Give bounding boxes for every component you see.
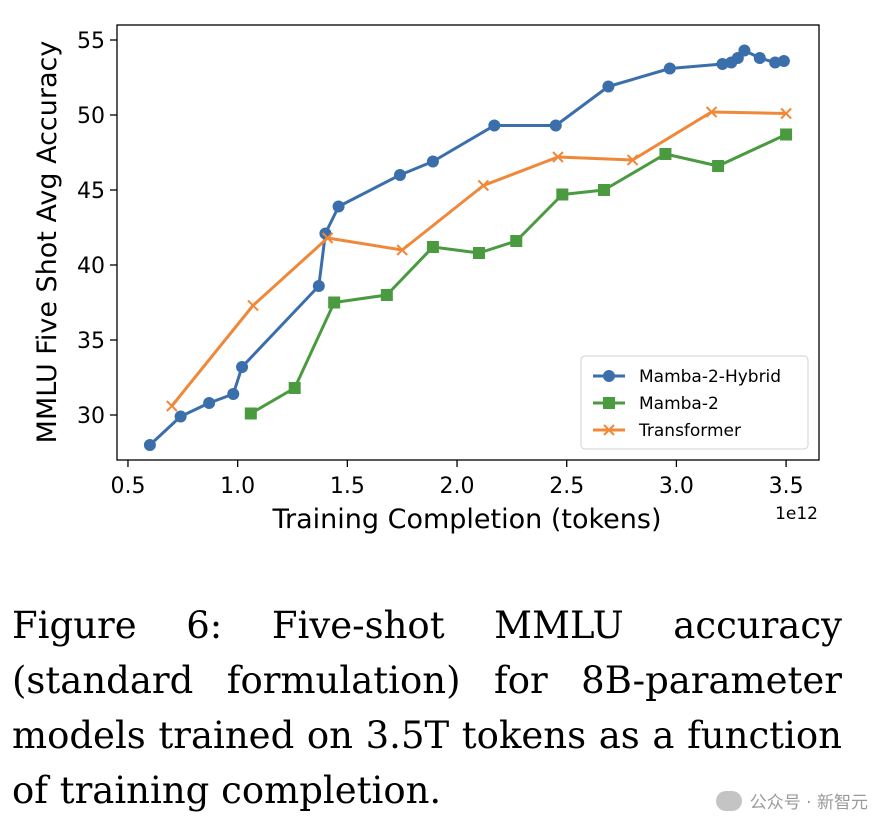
- data-point-mamba-2-hybrid: [236, 361, 249, 373]
- series-transformer: [166, 106, 792, 412]
- x-marker-stroke: [396, 244, 408, 256]
- plot-frame: [116, 24, 820, 461]
- data-point-mamba-2: [244, 407, 257, 420]
- x-marker-stroke: [247, 299, 259, 312]
- legend-box: [580, 355, 809, 450]
- data-point-transformer: [780, 107, 792, 120]
- legend: Mamba-2-Hybrid Mamba-2 Transformer: [580, 355, 809, 450]
- data-point-mamba-2: [712, 160, 725, 172]
- figure-caption: Figure 6: Five-shot MMLU accuracy (stand…: [12, 604, 842, 812]
- data-point-mamba-2-hybrid: [731, 52, 744, 64]
- data-point-transformer: [396, 244, 408, 256]
- data-point-mamba-2: [426, 241, 439, 253]
- x-axis-label: Training Completion (tokens): [272, 504, 662, 535]
- plot-area: [116, 24, 820, 461]
- x-axis-offset-label: 1e12: [775, 504, 818, 524]
- data-point-mamba-2-hybrid: [203, 397, 216, 409]
- legend-label: Mamba-2: [639, 394, 719, 414]
- data-point-mamba-2: [598, 184, 611, 196]
- data-point-mamba-2: [380, 289, 393, 301]
- x-marker-stroke: [705, 106, 718, 118]
- y-tick-label: 35: [77, 329, 105, 354]
- x-tick-label: 3.5: [769, 474, 804, 499]
- legend-marker: [603, 424, 615, 436]
- y-axis-ticks: 30 35 40 45 50 55: [77, 29, 117, 429]
- data-point-mamba-2-hybrid: [549, 119, 562, 132]
- data-point-transformer: [321, 232, 334, 244]
- x-marker-stroke: [780, 107, 792, 120]
- data-point-mamba-2-hybrid: [602, 80, 615, 93]
- y-tick-label: 30: [77, 404, 105, 429]
- legend-item-mamba-2-hybrid: Mamba-2-Hybrid: [593, 367, 781, 387]
- data-point-transformer: [477, 179, 490, 192]
- data-point-mamba-2: [659, 148, 672, 160]
- data-point-mamba-2: [288, 382, 301, 394]
- data-point-mamba-2-hybrid: [393, 169, 406, 181]
- data-point-mamba-2-hybrid: [738, 44, 751, 57]
- wechat-icon: [715, 790, 742, 811]
- x-tick-label: 1.5: [330, 474, 365, 499]
- watermark-text: 公众号 · 新智元: [749, 793, 868, 813]
- data-point-mamba-2-hybrid: [777, 55, 790, 67]
- x-tick-label: 1.0: [220, 474, 255, 499]
- x-tick-label: 3.0: [659, 474, 694, 499]
- y-tick-label: 50: [77, 104, 105, 129]
- watermark: 公众号 · 新智元: [715, 788, 868, 813]
- x-marker-stroke: [477, 179, 490, 192]
- y-tick-label: 55: [77, 29, 105, 54]
- y-axis-label: MMLU Five Shot Avg Accuracy: [32, 41, 63, 444]
- x-marker-stroke: [626, 154, 639, 166]
- x-marker-stroke: [552, 151, 564, 163]
- legend-marker: [603, 397, 615, 409]
- data-point-mamba-2-hybrid: [143, 439, 156, 451]
- data-point-mamba-2-hybrid: [753, 52, 766, 64]
- data-point-transformer: [552, 151, 564, 163]
- x-marker-stroke: [321, 232, 334, 244]
- data-point-transformer: [626, 154, 639, 166]
- data-point-mamba-2-hybrid: [227, 388, 240, 400]
- y-tick-label: 45: [77, 179, 105, 204]
- data-point-mamba-2-hybrid: [488, 119, 501, 132]
- data-point-mamba-2: [510, 235, 523, 247]
- series-mamba-2: [244, 128, 793, 420]
- legend-item-mamba-2: Mamba-2: [593, 394, 719, 414]
- legend-marker: [603, 370, 615, 382]
- chart: 0.5 1.0 1.5 2.0 2.5 3.0 3.5 30 35 40 45 50 55 Train…: [32, 24, 820, 535]
- x-tick-label: 0.5: [110, 474, 145, 499]
- x-marker-stroke: [603, 424, 615, 436]
- legend-item-transformer: Transformer: [593, 421, 741, 441]
- data-point-mamba-2-hybrid: [426, 155, 439, 168]
- series-layer: [143, 44, 793, 451]
- series-mamba-2-hybrid: [143, 44, 790, 451]
- y-tick-label: 40: [77, 254, 105, 279]
- x-tick-label: 2.5: [549, 474, 584, 499]
- data-point-mamba-2: [556, 188, 569, 201]
- data-point-transformer: [705, 106, 718, 118]
- data-point-transformer: [247, 299, 259, 312]
- data-point-transformer: [166, 400, 178, 412]
- legend-label: Mamba-2-Hybrid: [639, 367, 781, 387]
- data-point-mamba-2: [328, 296, 341, 309]
- data-point-mamba-2-hybrid: [332, 200, 345, 213]
- legend-label: Transformer: [638, 421, 741, 441]
- data-point-mamba-2-hybrid: [174, 410, 187, 423]
- data-point-mamba-2-hybrid: [663, 62, 676, 75]
- data-point-mamba-2: [780, 128, 793, 141]
- x-axis-ticks: 0.5 1.0 1.5 2.0 2.5 3.0 3.5: [110, 460, 804, 499]
- data-point-mamba-2-hybrid: [312, 280, 325, 292]
- x-tick-label: 2.0: [440, 474, 475, 499]
- data-point-mamba-2: [472, 247, 485, 259]
- series-line-mamba-2: [250, 133, 787, 415]
- x-marker-stroke: [166, 400, 178, 412]
